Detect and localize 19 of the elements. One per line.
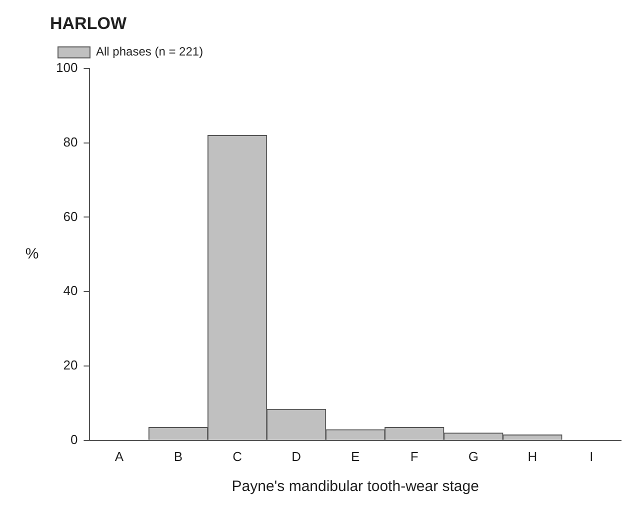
x-tick-label: B <box>174 448 183 464</box>
x-tick-label: G <box>468 448 478 464</box>
y-tick-label: 0 <box>70 432 78 447</box>
x-tick-label: D <box>292 448 302 464</box>
x-tick-label: H <box>528 448 538 464</box>
legend-label: All phases (n = 221) <box>96 44 204 59</box>
y-axis-title: % <box>25 246 39 263</box>
y-tick-label: 40 <box>63 283 78 298</box>
x-tick-label: E <box>351 448 360 464</box>
x-tick-label: A <box>114 448 124 464</box>
x-tick-label: C <box>232 448 242 464</box>
y-tick-label: 100 <box>56 60 78 75</box>
chart-title: HARLOW <box>50 14 128 33</box>
y-tick-label: 20 <box>63 358 78 373</box>
x-tick-label: F <box>410 448 418 464</box>
y-tick-label: 80 <box>63 134 78 150</box>
x-axis-title: Payne's mandibular tooth-wear stage <box>232 478 479 496</box>
x-tick-label: I <box>590 448 594 464</box>
y-tick-label: 60 <box>63 208 78 224</box>
